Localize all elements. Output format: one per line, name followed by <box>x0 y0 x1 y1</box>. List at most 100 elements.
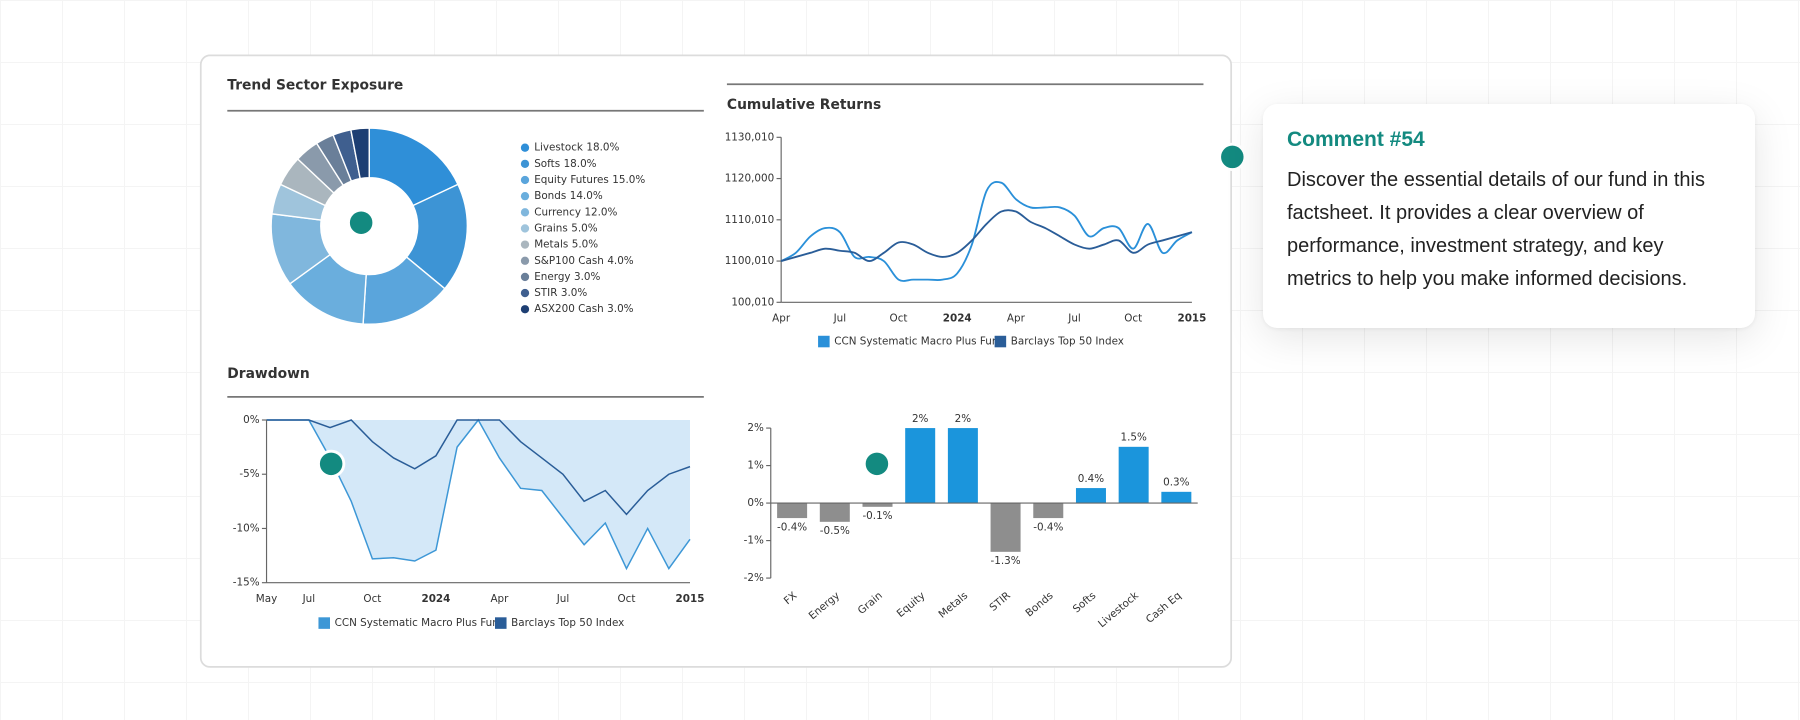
x-tick-label: Jul <box>1067 312 1081 324</box>
x-tick-label: 2024 <box>943 312 972 324</box>
bar-value-label: -0.4% <box>777 521 807 533</box>
legend-label: CCN Systematic Macro Plus Fund <box>834 336 1005 348</box>
y-tick-label: 1110,010 <box>725 214 775 226</box>
x-tick-label: Oct <box>363 593 381 605</box>
legend-label: CCN Systematic Macro Plus Fund <box>335 617 506 629</box>
bar <box>1033 503 1064 519</box>
x-tick-label: Oct <box>618 593 636 605</box>
markers <box>317 142 1247 478</box>
legend-label: Livestock 18.0% <box>534 142 619 154</box>
legend-dot <box>520 224 530 233</box>
legend-value: 5.0% <box>572 239 598 251</box>
x-tick-label: 2015 <box>676 593 705 605</box>
bar-value-label: 0.4% <box>1078 473 1104 485</box>
y-tick-label: -2% <box>744 572 764 584</box>
x-tick-label: Jul <box>302 593 316 605</box>
series-line <box>266 419 691 516</box>
bar <box>905 428 936 504</box>
y-tick-label: -15% <box>233 577 260 589</box>
comment-marker <box>317 449 346 478</box>
x-tick-label: Apr <box>490 593 509 605</box>
comment-marker <box>862 449 892 478</box>
legend-name: Grains <box>534 222 568 234</box>
legend-dot <box>520 305 530 314</box>
legend-swatch <box>818 335 830 348</box>
legend-value: 18.0% <box>586 142 619 154</box>
comment-title: Comment #54 <box>1287 128 1425 151</box>
legend-label: Barclays Top 50 Index <box>511 617 624 629</box>
legend-value: 14.0% <box>570 190 603 202</box>
legend-label: Metals 5.0% <box>534 239 598 251</box>
y-tick-label: 0% <box>243 414 260 426</box>
bar-value-label: -0.4% <box>1033 521 1063 533</box>
chart-title: Trend Sector Exposure <box>227 77 403 93</box>
legend-label: S&P100 Cash 4.0% <box>534 255 634 267</box>
legend-dot <box>520 240 530 249</box>
legend-label: Energy 3.0% <box>534 271 600 283</box>
x-tick-label: Oct <box>1124 312 1142 324</box>
y-tick-label: -5% <box>239 468 259 480</box>
legend-dot <box>520 175 530 185</box>
legend-label: STIR 3.0% <box>534 287 587 299</box>
legend-dot <box>520 143 530 152</box>
legend-value: 12.0% <box>584 206 617 218</box>
y-tick-label: -10% <box>233 522 260 534</box>
pie-segment <box>350 127 370 180</box>
y-tick-label: 1120,000 <box>725 173 775 185</box>
legend-name: S&P100 Cash <box>534 255 604 267</box>
legend-dot <box>520 272 530 282</box>
y-tick-label: 100,010 <box>731 296 774 308</box>
legend-value: 5.0% <box>571 222 597 234</box>
legend-dot <box>520 192 530 201</box>
legend-name: Currency <box>534 206 581 218</box>
y-tick-label: -1% <box>744 535 764 547</box>
bar <box>1075 488 1106 504</box>
bar-value-label: 1.5% <box>1120 432 1146 444</box>
legend-label: ASX200 Cash 3.0% <box>534 303 633 315</box>
comment-body: Discover the essential details of our fu… <box>1287 169 1705 290</box>
series-area <box>266 420 690 569</box>
legend-swatch <box>318 617 330 629</box>
legend-name: Livestock <box>534 142 583 154</box>
x-tick-label: Apr <box>1007 312 1026 324</box>
bar-value-label: 2% <box>955 413 972 425</box>
legend-name: Energy <box>534 271 570 283</box>
y-tick-label: 2% <box>747 422 764 434</box>
bar-value-label: -0.1% <box>862 510 892 522</box>
legend-label: Currency 12.0% <box>534 206 617 218</box>
comment-marker <box>1218 142 1247 172</box>
x-tick-label: 2024 <box>421 593 450 605</box>
bar-value-label: 2% <box>912 413 929 425</box>
x-tick-label: May <box>256 593 277 605</box>
legend-value: 3.0% <box>574 271 600 283</box>
bar <box>990 503 1021 552</box>
series-line <box>780 209 1193 262</box>
x-tick-label: Jul <box>556 593 570 605</box>
bar <box>862 503 893 507</box>
bar <box>819 503 850 522</box>
x-tick-label: Apr <box>772 312 791 324</box>
legend-value: 3.0% <box>607 303 633 315</box>
legend-label: Softs 18.0% <box>534 158 596 170</box>
legend-dot <box>520 159 530 168</box>
bar <box>777 503 808 519</box>
legend-dot <box>520 256 530 265</box>
legend-swatch <box>994 335 1007 348</box>
legend-name: STIR <box>534 287 557 299</box>
bar <box>947 428 978 504</box>
bar-value-label: -0.5% <box>820 525 850 537</box>
legend-value: 18.0% <box>564 158 597 170</box>
legend-name: Bonds <box>534 190 566 202</box>
y-tick-label: 1130,010 <box>725 131 775 143</box>
bar-value-label: -1.3% <box>991 555 1021 567</box>
legend-label: Bonds 14.0% <box>534 190 603 202</box>
bar <box>1161 491 1192 504</box>
bar <box>1118 446 1149 504</box>
x-tick-label: Oct <box>890 312 908 324</box>
legend-label: Barclays Top 50 Index <box>1011 336 1124 348</box>
legend-swatch <box>495 617 507 629</box>
series-line <box>780 181 1193 282</box>
comment-card: Comment #54 Discover the essential detai… <box>1263 104 1755 328</box>
